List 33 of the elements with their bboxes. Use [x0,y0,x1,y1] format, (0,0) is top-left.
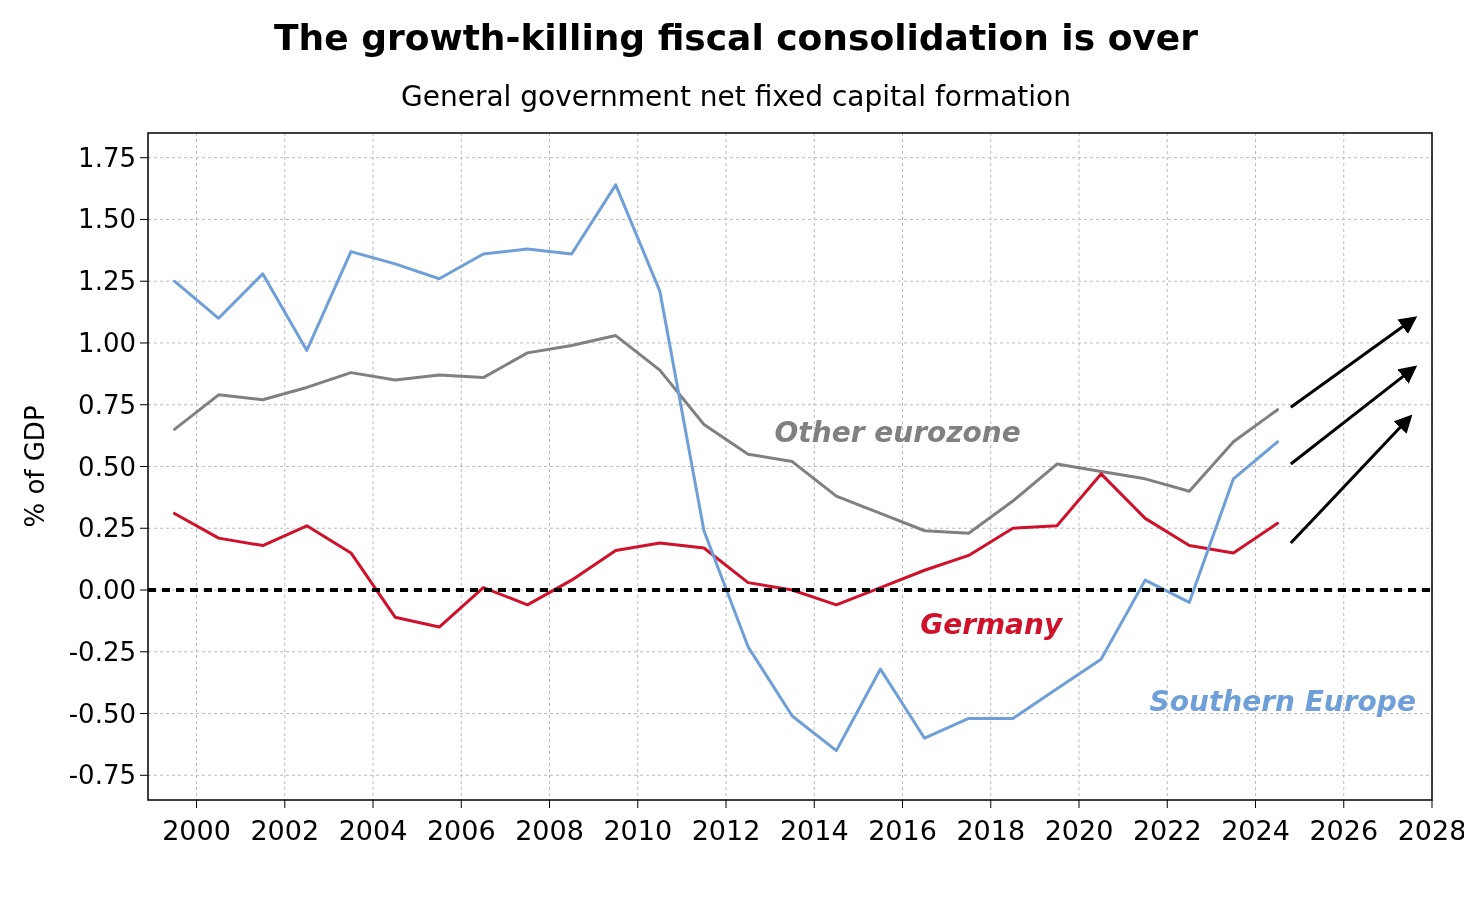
series-label: Southern Europe [1149,685,1416,719]
x-tick-label: 2014 [779,815,849,846]
x-tick-label: 2000 [162,815,231,846]
x-tick-label: 2020 [1044,815,1114,846]
x-tick-label: 2012 [691,815,761,846]
x-tick-label: 2028 [1397,815,1467,846]
chart-title: The growth-killing fiscal consolidation is over [274,17,1199,58]
y-tick-label: 1.50 [78,204,136,235]
y-tick-label: -0.75 [68,760,136,791]
y-tick-label: -0.25 [68,636,136,667]
x-tick-label: 2016 [868,815,937,846]
x-tick-label: 2008 [515,815,584,846]
x-tick-label: 2024 [1221,815,1290,846]
y-tick-label: 1.25 [78,266,136,297]
x-tick-label: 2026 [1309,815,1379,846]
x-tick-label: 2018 [956,815,1026,846]
y-tick-label: -0.50 [68,698,136,729]
y-tick-label: 0.25 [78,513,136,544]
line-series [172,334,1280,535]
y-tick-label: 1.00 [78,327,136,358]
x-tick-label: 2002 [250,815,320,846]
y-tick-label: 0.00 [78,575,136,606]
y-axis-title: % of GDP [20,405,50,528]
series-label: Germany [920,608,1064,642]
x-tick-label: 2010 [603,815,673,846]
chart-subtitle: General government net fixed capital formation [401,80,1071,113]
series-label: Other eurozone [774,415,1021,449]
y-tick-label: 0.50 [78,451,136,482]
x-tick-label: 2004 [338,815,408,846]
x-tick-label: 2006 [426,815,496,846]
y-tick-label: 0.75 [78,389,136,420]
y-tick-label: 1.75 [78,142,136,173]
x-tick-label: 2022 [1132,815,1202,846]
